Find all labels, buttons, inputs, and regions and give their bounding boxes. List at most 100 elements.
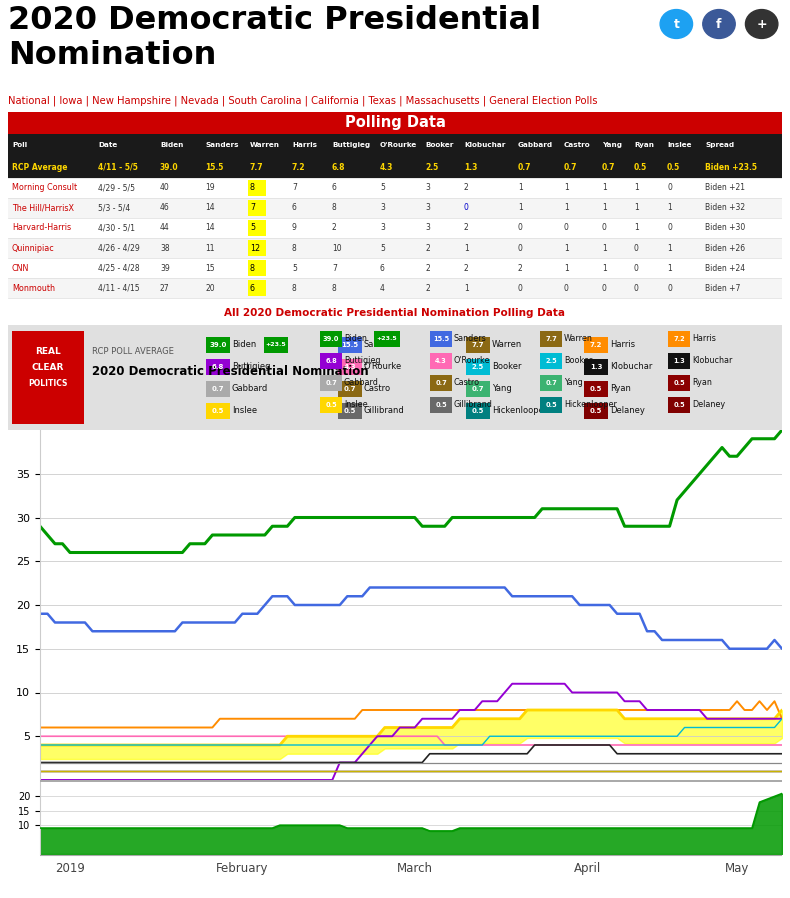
Text: 12: 12 (250, 243, 260, 252)
Text: Biden: Biden (232, 340, 256, 349)
Text: Booker: Booker (425, 142, 453, 148)
Bar (206, 337, 230, 353)
Text: 0.5: 0.5 (590, 386, 602, 392)
Text: 0: 0 (634, 284, 639, 293)
Bar (12, 331, 84, 424)
Text: 2: 2 (425, 284, 430, 293)
Text: 7.7: 7.7 (545, 336, 557, 342)
Text: Biden: Biden (344, 334, 367, 344)
Text: Booker: Booker (564, 357, 592, 365)
Text: 0.5: 0.5 (673, 402, 685, 408)
Text: Polling Data: Polling Data (344, 116, 446, 130)
Text: Warren: Warren (250, 142, 280, 148)
Text: 39: 39 (160, 263, 170, 272)
Text: 2: 2 (518, 263, 523, 272)
Bar (338, 403, 362, 419)
Text: 4: 4 (380, 284, 385, 293)
Text: Buttigieg: Buttigieg (344, 357, 381, 365)
Text: Date: Date (98, 142, 117, 148)
Text: 44: 44 (160, 224, 170, 233)
Text: 0.5: 0.5 (212, 408, 224, 414)
Text: 0.5: 0.5 (325, 402, 337, 408)
Text: 15.5: 15.5 (341, 342, 359, 348)
Text: 0: 0 (634, 243, 639, 252)
Text: 1: 1 (564, 204, 569, 213)
Bar (338, 359, 362, 375)
Bar (584, 403, 608, 419)
Bar (430, 353, 452, 369)
Bar (540, 331, 562, 347)
Text: +23.5: +23.5 (377, 337, 397, 341)
Text: 14: 14 (205, 204, 215, 213)
Text: 7.2: 7.2 (590, 342, 602, 348)
Text: Biden +26: Biden +26 (705, 243, 745, 252)
Text: Poll: Poll (12, 142, 27, 148)
Text: 1: 1 (667, 263, 672, 272)
Text: 2: 2 (332, 224, 337, 233)
Bar (8, 178, 782, 198)
Bar (430, 331, 452, 347)
Bar (8, 218, 782, 238)
Text: 0: 0 (667, 284, 672, 293)
Text: All 2020 Democratic Presidential Nomination Polling Data: All 2020 Democratic Presidential Nominat… (224, 308, 566, 318)
Text: 2: 2 (425, 263, 430, 272)
Bar (8, 198, 782, 218)
Text: 0: 0 (518, 243, 523, 252)
Text: 1: 1 (518, 204, 523, 213)
Text: 2: 2 (464, 224, 468, 233)
Text: 0: 0 (518, 284, 523, 293)
Text: 2: 2 (464, 183, 468, 192)
Bar (430, 397, 452, 413)
Text: 7: 7 (250, 204, 255, 213)
Text: 1: 1 (634, 224, 639, 233)
Bar (668, 331, 690, 347)
Text: 8: 8 (292, 243, 297, 252)
Text: Buttigieg: Buttigieg (232, 363, 270, 372)
Text: Gabbard: Gabbard (518, 142, 553, 148)
Text: 0.5: 0.5 (435, 402, 447, 408)
Text: 39.0: 39.0 (160, 163, 179, 172)
Text: 3: 3 (380, 204, 385, 213)
Text: 4.3: 4.3 (380, 163, 393, 172)
Text: March: March (397, 862, 433, 875)
Text: 1: 1 (602, 243, 607, 252)
Bar (540, 353, 562, 369)
Text: 1.3: 1.3 (590, 364, 602, 370)
Text: Gillibrand: Gillibrand (454, 401, 493, 409)
Text: Delaney: Delaney (610, 407, 645, 416)
Text: Hickenlooper: Hickenlooper (564, 401, 617, 409)
Text: 1: 1 (634, 183, 639, 192)
Text: Klobuchar: Klobuchar (610, 363, 653, 372)
Text: 1: 1 (667, 243, 672, 252)
Bar (430, 375, 452, 391)
Text: REAL: REAL (35, 348, 61, 357)
Text: 7.2: 7.2 (673, 336, 685, 342)
Text: 27: 27 (160, 284, 170, 293)
Text: 2020 Democratic Presidential Nomination: 2020 Democratic Presidential Nomination (92, 365, 369, 378)
Text: Biden +7: Biden +7 (705, 284, 740, 293)
Text: 7.2: 7.2 (292, 163, 306, 172)
Text: 7: 7 (292, 183, 297, 192)
Text: 6: 6 (332, 183, 337, 192)
Text: 1: 1 (464, 243, 468, 252)
Text: 0.5: 0.5 (667, 163, 680, 172)
Bar (466, 403, 490, 419)
Text: RCP Average: RCP Average (12, 163, 67, 172)
Text: 8: 8 (250, 263, 255, 272)
Bar (8, 134, 782, 156)
Text: 38: 38 (160, 243, 170, 252)
Text: Yang: Yang (564, 378, 583, 388)
Text: Delaney: Delaney (692, 401, 725, 409)
Bar (8, 238, 782, 258)
Text: Klobuchar: Klobuchar (692, 357, 732, 365)
Bar (248, 260, 266, 276)
Text: 2.5: 2.5 (472, 364, 484, 370)
Text: Castro: Castro (564, 142, 591, 148)
Bar (248, 220, 266, 236)
Text: Booker: Booker (492, 363, 521, 372)
Text: 1: 1 (667, 204, 672, 213)
Bar (584, 359, 608, 375)
Bar (466, 359, 490, 375)
Text: 2: 2 (425, 243, 430, 252)
Text: 4/29 - 5/5: 4/29 - 5/5 (98, 183, 135, 192)
